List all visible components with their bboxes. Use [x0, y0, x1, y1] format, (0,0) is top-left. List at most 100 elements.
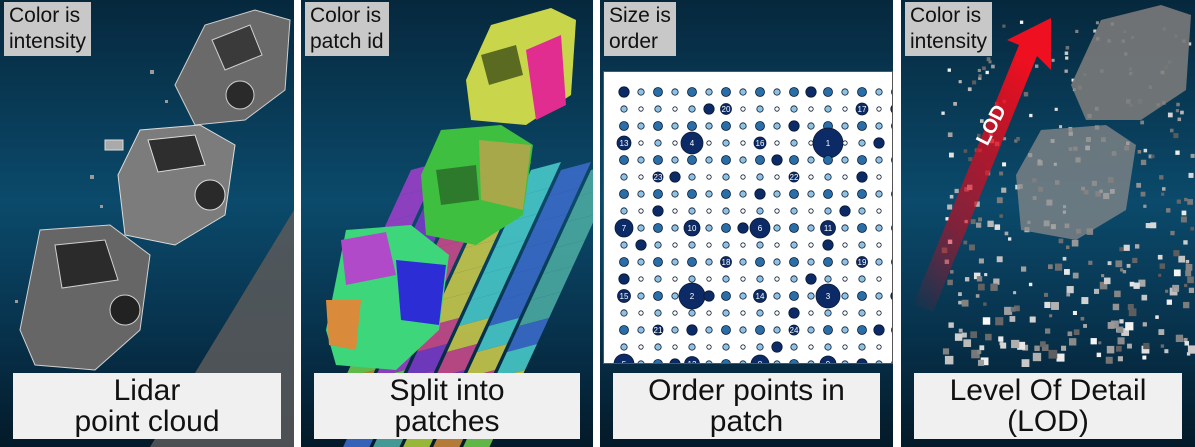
order-point — [722, 173, 730, 181]
lod-point — [1123, 244, 1130, 251]
order-point — [858, 343, 866, 351]
lod-point — [1127, 303, 1134, 310]
order-point — [721, 359, 731, 369]
order-point — [705, 156, 713, 164]
order-point — [740, 276, 746, 282]
lod-point — [1064, 269, 1070, 275]
order-point — [620, 309, 628, 317]
lod-point — [1034, 345, 1040, 352]
lod-point — [1098, 341, 1102, 345]
order-point — [637, 360, 645, 368]
order-point — [842, 174, 848, 180]
order-point — [875, 360, 883, 368]
lod-point — [1143, 204, 1147, 208]
order-point — [842, 140, 848, 146]
lod-point — [1141, 345, 1150, 354]
order-point-labeled — [753, 289, 767, 303]
panel-order-points: 201713416123227106111819152143212451289 … — [600, 0, 893, 447]
lod-point — [1183, 240, 1188, 245]
lod-point — [977, 349, 982, 355]
lod-point — [1175, 150, 1180, 155]
lod-point — [1120, 268, 1124, 272]
order-point — [774, 208, 780, 214]
lod-point — [1166, 299, 1172, 305]
lod-point — [1183, 337, 1188, 343]
order-point — [790, 241, 798, 249]
lod-point — [1014, 305, 1020, 312]
lod-point — [1103, 277, 1111, 285]
order-point — [653, 189, 663, 199]
order-point — [841, 224, 849, 232]
order-point — [790, 105, 798, 113]
patch-cell — [519, 162, 561, 196]
lod-point — [944, 355, 954, 365]
order-label: 19 — [858, 258, 867, 267]
order-point — [788, 120, 800, 132]
order-point — [754, 188, 766, 200]
order-label: 10 — [688, 224, 697, 233]
lod-point — [1150, 222, 1157, 229]
order-point — [671, 122, 679, 130]
order-point — [774, 174, 780, 180]
lod-point — [1181, 210, 1187, 216]
order-point — [740, 310, 746, 316]
order-point — [637, 88, 645, 96]
lod-point — [1173, 269, 1181, 277]
order-point — [773, 360, 781, 368]
lod-point — [1137, 149, 1142, 154]
order-point — [823, 257, 833, 267]
order-point-labeled — [617, 289, 631, 303]
order-point — [654, 309, 662, 317]
lod-arrow — [913, 18, 1051, 312]
lod-point — [1117, 356, 1123, 362]
order-point — [687, 257, 697, 267]
order-point — [688, 105, 696, 113]
lod-point — [1002, 162, 1007, 167]
lod-point — [953, 101, 957, 106]
order-point — [808, 106, 814, 112]
order-point — [669, 358, 681, 370]
lod-point — [1105, 356, 1113, 364]
lod-point — [1165, 289, 1169, 293]
order-point — [842, 310, 848, 316]
order-point — [807, 360, 815, 368]
order-point — [875, 292, 883, 300]
order-point-labeled — [720, 103, 732, 115]
lod-point — [1101, 274, 1105, 278]
order-point — [740, 242, 746, 248]
panel-caption: Level Of Detail (LOD) — [914, 373, 1182, 439]
patch-cell — [459, 292, 501, 326]
order-point — [706, 310, 712, 316]
patch-cell — [525, 214, 567, 248]
order-point — [842, 276, 848, 282]
patch-cell — [471, 266, 513, 300]
order-label: 1 — [826, 139, 831, 148]
order-point — [857, 223, 867, 233]
lod-point — [963, 339, 972, 348]
lod-point — [1173, 133, 1179, 139]
order-label: 12 — [688, 360, 697, 363]
order-point — [857, 121, 867, 131]
order-point — [619, 155, 629, 165]
lod-point — [1016, 136, 1020, 141]
lod-point — [964, 277, 970, 282]
lod-point — [1040, 341, 1046, 347]
lod-point — [1158, 273, 1162, 277]
order-point — [807, 122, 815, 130]
order-point — [839, 205, 851, 217]
order-point — [722, 275, 730, 283]
lod-point — [948, 322, 954, 328]
order-point — [873, 324, 885, 336]
order-point — [688, 343, 696, 351]
order-point — [739, 292, 747, 300]
lod-point — [958, 300, 962, 305]
order-point — [857, 87, 867, 97]
order-point — [620, 173, 628, 181]
lod-point — [996, 197, 1003, 204]
panel-tag: Size is order — [604, 2, 676, 56]
order-point — [807, 224, 815, 232]
lod-point — [1034, 64, 1039, 68]
order-point — [672, 344, 678, 350]
order-point-labeled — [720, 256, 732, 268]
lod-point — [1009, 316, 1016, 322]
